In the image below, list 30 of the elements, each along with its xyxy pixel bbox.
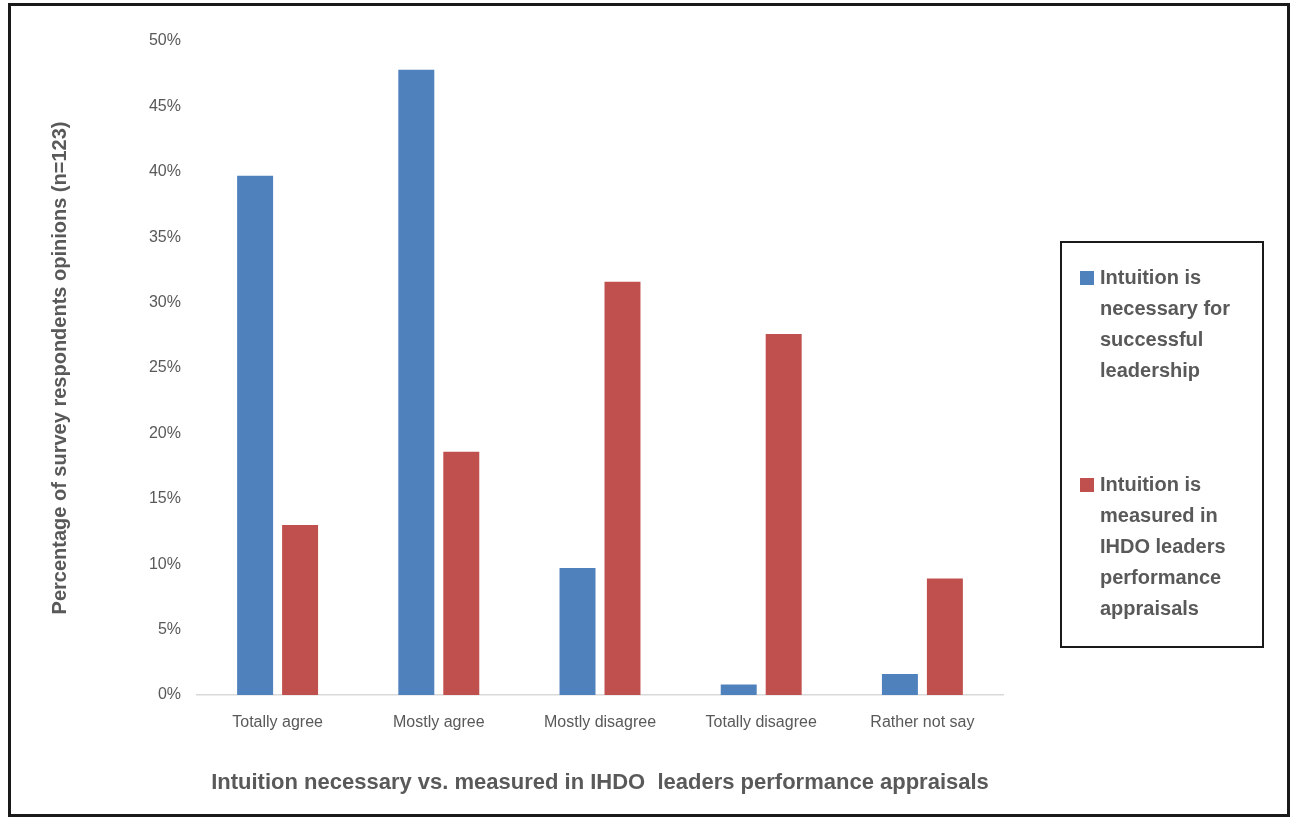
y-axis-title: Percentage of survey respondents opinions (n=123) (47, 121, 70, 615)
y-tick-label: 25% (148, 358, 181, 376)
bar (926, 578, 963, 695)
x-tick-label: Rather not say (870, 713, 975, 731)
y-tick-label: 20% (148, 423, 181, 441)
y-tick-label: 10% (148, 554, 181, 572)
bar (398, 69, 435, 695)
bar (720, 684, 757, 695)
y-tick-label: 35% (148, 227, 181, 245)
legend-label: Intuition is measured in IHDO leaders performance appraisals (1100, 472, 1227, 621)
x-tick-label: Mostly disagree (543, 713, 657, 731)
y-tick-label: 30% (148, 293, 181, 311)
y-tick-label: 0% (157, 685, 181, 703)
bar (881, 674, 918, 695)
y-tick-label: 40% (148, 162, 181, 180)
y-tick-label: 15% (148, 489, 181, 507)
x-tick-label: Totally agree (232, 713, 324, 731)
bar (237, 175, 274, 695)
bar (765, 333, 802, 695)
y-tick-label: 45% (148, 96, 181, 114)
x-axis-title: Intuition necessary vs. measured in IHDO leaders performance appraisals (211, 768, 989, 794)
legend-label: Intuition is necessary for successful leadership (1100, 265, 1232, 383)
bar (604, 281, 641, 695)
bar (282, 524, 319, 695)
y-tick-label: 50% (148, 31, 181, 49)
bar (443, 451, 480, 695)
x-tick-label: Totally disagree (705, 713, 817, 731)
bar (559, 568, 596, 695)
y-tick-label: 5% (157, 620, 181, 638)
x-tick-label: Mostly agree (393, 713, 485, 731)
